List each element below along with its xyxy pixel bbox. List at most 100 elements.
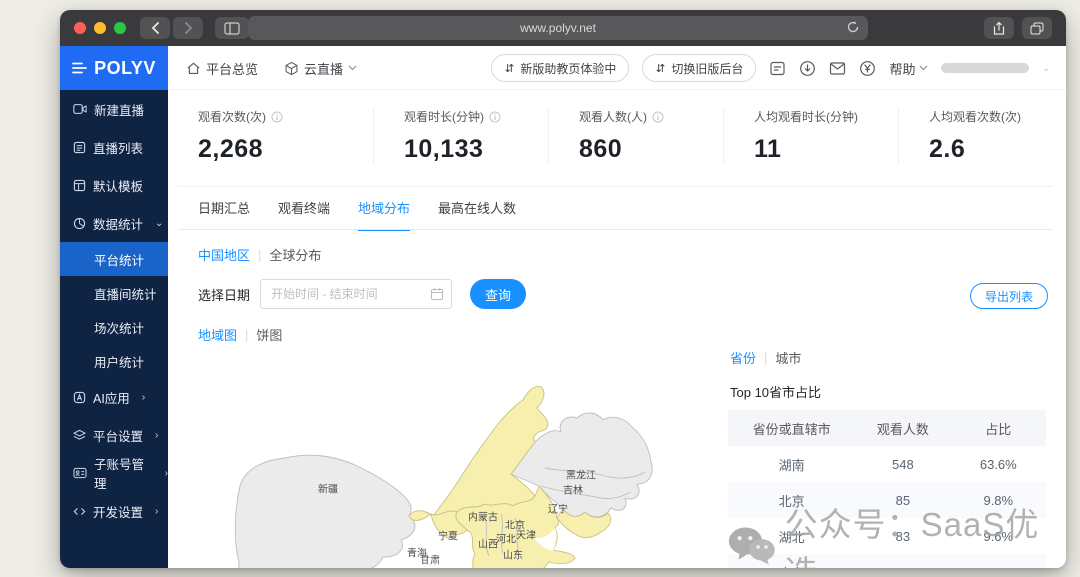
account-name-redacted[interactable]	[941, 63, 1030, 73]
sidebar-label: 场次统计	[94, 321, 145, 336]
share-icon	[993, 21, 1005, 35]
toggle-global[interactable]: 全球分布	[269, 248, 322, 263]
new-assistant-page-label: 新版助教页体验中	[520, 61, 617, 76]
chevron-right-icon: ›	[164, 467, 168, 479]
map-label-province: 青海	[407, 548, 427, 560]
sidebar-label: 平台设置	[93, 429, 144, 444]
stat-viewers: 观看人数(人) 860	[548, 108, 723, 164]
info-icon[interactable]	[652, 111, 664, 123]
reload-button[interactable]	[846, 20, 860, 37]
sidebar-item-platform-settings[interactable]: 平台设置 ›	[60, 416, 168, 454]
back-button[interactable]	[140, 17, 170, 39]
sidebar-item-default-template[interactable]: 默认模板	[60, 166, 168, 204]
balance-button[interactable]	[859, 60, 876, 77]
province-stats-table: 省份或直辖市 观看人数 占比 湖南 548 63.6% 北京 85 9.8% 湖…	[728, 410, 1046, 568]
download-icon	[800, 60, 816, 76]
sidebar-item-new-live[interactable]: 新建直播	[60, 90, 168, 128]
sidebar-item-dev-settings[interactable]: 开发设置 ›	[60, 492, 168, 530]
stat-view-count: 观看次数(次) 2,268	[198, 108, 373, 164]
top10-title: Top 10省市占比	[730, 385, 822, 400]
cell-ratio: 9.6%	[983, 528, 1014, 544]
sidebar-item-live-list[interactable]: 直播列表	[60, 128, 168, 166]
camera-icon	[73, 104, 87, 114]
chevron-right-icon: ›	[155, 505, 159, 517]
polyv-logo[interactable]: POLYV	[60, 46, 168, 90]
stat-value: 10,133	[404, 135, 484, 163]
tab-max-online[interactable]: 最高在线人数	[438, 201, 517, 216]
minimize-window-button[interactable]	[94, 22, 106, 34]
cell-ratio: 5.4%	[950, 554, 1046, 568]
sidebar-item-ai-apps[interactable]: AI应用 ›	[60, 378, 168, 416]
query-button[interactable]: 查询	[470, 279, 527, 309]
map-label-province: 吉林	[563, 485, 583, 497]
toggle-region-map[interactable]: 地域图	[198, 328, 238, 343]
calendar-icon[interactable]	[430, 287, 444, 301]
sidebar-toggle-button[interactable]	[215, 17, 249, 39]
stat-avg-count: 人均观看次数(次) 2.6	[898, 108, 1066, 164]
close-window-button[interactable]	[74, 22, 86, 34]
sidebar-label: 平台统计	[94, 253, 145, 268]
sidebar-item-channel-stats[interactable]: 直播间统计	[60, 276, 168, 310]
info-icon[interactable]	[489, 111, 501, 123]
message-button[interactable]	[829, 61, 846, 76]
switch-old-console-button[interactable]: 切换旧版后台	[642, 54, 757, 82]
address-bar[interactable]: www.polyv.net	[248, 16, 868, 40]
chevron-down-icon: ⌄	[1042, 62, 1050, 73]
zoom-window-button[interactable]	[114, 22, 126, 34]
nav-overview-label: 平台总览	[206, 61, 259, 77]
sidebar-label: 用户统计	[94, 355, 145, 370]
code-icon	[73, 507, 86, 515]
share-button[interactable]	[984, 17, 1014, 39]
ai-icon	[73, 391, 86, 403]
logo-text: POLYV	[94, 57, 156, 78]
info-icon[interactable]	[271, 111, 283, 123]
map-label-province: 北京	[505, 520, 525, 532]
nav-platform-overview[interactable]: 平台总览	[186, 59, 258, 78]
map-label-province: 山西	[478, 539, 498, 551]
toggle-province[interactable]: 省份	[730, 351, 757, 366]
currency-icon	[860, 60, 876, 76]
cell-province: 广东	[728, 554, 856, 568]
main-content: 观看次数(次) 2,268 观看时长(分钟) 10,133 观看人数(人) 86…	[168, 90, 1066, 568]
cell-viewers: 548	[892, 456, 914, 472]
toggle-pie-chart[interactable]: 饼图	[256, 328, 283, 343]
sidebar-item-user-stats[interactable]: 用户统计	[60, 344, 168, 378]
stat-label: 观看时长(分钟)	[404, 110, 484, 124]
table-row: 湖北 83 9.6%	[728, 518, 1046, 554]
china-map-svg	[234, 385, 653, 568]
tabs-overview-button[interactable]	[1022, 17, 1052, 39]
toggle-city[interactable]: 城市	[775, 351, 802, 366]
help-menu[interactable]: 帮助	[889, 59, 928, 78]
tab-region-distribution[interactable]: 地域分布	[358, 198, 411, 231]
sidebar-item-session-stats[interactable]: 场次统计	[60, 310, 168, 344]
stats-tabs: 日期汇总 观看终端 地域分布 最高在线人数	[198, 198, 516, 231]
sidebar-label: 新建直播	[94, 103, 145, 118]
province-city-toggle: 省份 | 城市	[730, 348, 801, 367]
tabs-icon	[1030, 22, 1044, 34]
nav-cloud-live[interactable]: 云直播	[284, 59, 357, 78]
column-header-province: 省份或直辖市	[728, 410, 856, 446]
sidebar-item-subaccount[interactable]: 子账号管理 ›	[60, 454, 168, 492]
billing-icon	[770, 61, 786, 75]
sidebar-label: 数据统计	[93, 217, 144, 232]
export-list-button[interactable]: 导出列表	[969, 283, 1048, 309]
stats-row: 观看次数(次) 2,268 观看时长(分钟) 10,133 观看人数(人) 86…	[198, 108, 1066, 164]
tab-date-summary[interactable]: 日期汇总	[198, 201, 251, 216]
tab-view-terminal[interactable]: 观看终端	[278, 201, 331, 216]
new-assistant-page-button[interactable]: 新版助教页体验中	[491, 54, 630, 82]
column-header-ratio: 占比	[950, 410, 1046, 446]
pie-chart-icon	[73, 217, 86, 229]
billing-button[interactable]	[769, 60, 786, 77]
forward-button[interactable]	[173, 17, 203, 39]
toggle-china-region[interactable]: 中国地区	[198, 248, 251, 263]
divider: |	[258, 247, 262, 262]
sidebar-item-data-stats[interactable]: 数据统计 ⌄	[60, 204, 168, 242]
download-button[interactable]	[799, 60, 816, 77]
home-icon	[187, 62, 200, 74]
browser-window: www.polyv.net POLYV 平台总览	[60, 10, 1066, 568]
sidebar-label: 子账号管理	[94, 458, 145, 491]
sidebar-item-platform-stats[interactable]: 平台统计	[60, 242, 168, 276]
date-range-input[interactable]	[260, 279, 453, 309]
browser-chrome: www.polyv.net	[60, 10, 1066, 46]
sidebar-submenu: 平台统计 直播间统计 场次统计 用户统计	[60, 242, 168, 378]
